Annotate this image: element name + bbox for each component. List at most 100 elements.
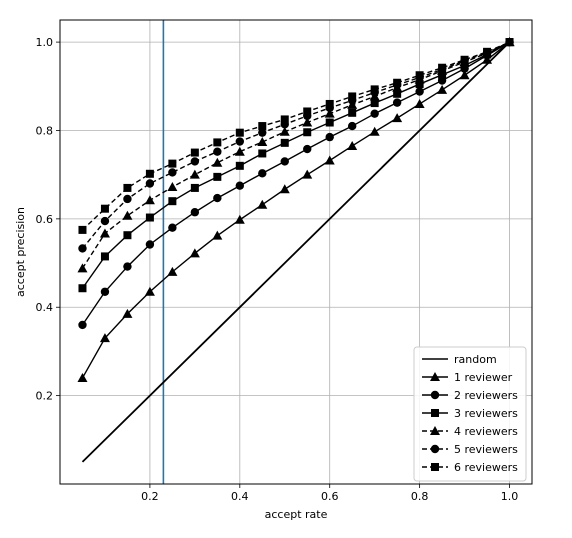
data-point bbox=[257, 199, 268, 209]
data-point bbox=[145, 179, 155, 188]
data-point bbox=[144, 286, 155, 296]
data-point bbox=[370, 99, 379, 108]
data-point bbox=[235, 128, 244, 137]
data-point bbox=[78, 284, 87, 293]
data-point bbox=[213, 172, 222, 181]
data-point bbox=[459, 70, 470, 80]
data-point bbox=[212, 157, 223, 167]
data-point bbox=[123, 194, 132, 204]
data-point bbox=[505, 38, 514, 47]
legend-marker bbox=[430, 390, 440, 400]
data-point bbox=[123, 262, 132, 271]
data-point bbox=[145, 213, 154, 222]
data-point bbox=[123, 183, 132, 192]
data-point bbox=[280, 138, 289, 147]
legend-marker bbox=[430, 426, 440, 435]
data-point bbox=[167, 182, 178, 192]
data-point bbox=[325, 99, 334, 108]
data-point bbox=[213, 193, 222, 203]
data-point bbox=[167, 266, 178, 276]
data-point bbox=[258, 128, 267, 137]
series-layer bbox=[77, 37, 515, 463]
data-point bbox=[235, 161, 244, 170]
data-point bbox=[280, 157, 289, 166]
data-point bbox=[189, 248, 200, 258]
data-point bbox=[190, 148, 199, 157]
y-tick-label: 0.4 bbox=[36, 301, 54, 314]
data-point bbox=[190, 208, 200, 217]
data-point bbox=[324, 155, 335, 165]
x-tick-label: 0.6 bbox=[321, 490, 339, 503]
data-point bbox=[100, 204, 109, 213]
legend-marker bbox=[431, 409, 439, 417]
data-point bbox=[415, 71, 424, 80]
data-point bbox=[392, 113, 403, 123]
data-point bbox=[302, 169, 313, 179]
data-point bbox=[99, 333, 110, 343]
x-tick-label: 0.8 bbox=[411, 490, 429, 503]
data-point bbox=[415, 87, 424, 96]
data-point bbox=[392, 98, 402, 107]
data-point bbox=[415, 80, 424, 89]
data-point bbox=[190, 157, 200, 166]
data-point bbox=[100, 252, 109, 261]
data-point bbox=[99, 228, 110, 238]
data-point bbox=[213, 138, 222, 147]
x-axis-label: accept rate bbox=[265, 508, 328, 521]
data-point bbox=[122, 210, 133, 220]
y-tick-label: 1.0 bbox=[36, 36, 54, 49]
legend-label: 2 reviewers bbox=[454, 389, 518, 402]
x-tick-label: 0.2 bbox=[141, 490, 159, 503]
data-point bbox=[303, 107, 312, 116]
data-point bbox=[325, 118, 334, 127]
data-point bbox=[347, 140, 358, 150]
series-line bbox=[81, 41, 511, 463]
data-point bbox=[460, 55, 469, 64]
data-point bbox=[212, 230, 223, 240]
data-point bbox=[100, 216, 110, 226]
series-1 bbox=[77, 37, 515, 382]
legend-label: 1 reviewer bbox=[454, 371, 513, 384]
data-point bbox=[213, 147, 222, 156]
data-point bbox=[279, 184, 290, 194]
y-axis-label: accept precision bbox=[14, 207, 27, 297]
series-5 bbox=[78, 37, 514, 253]
data-point bbox=[168, 168, 177, 177]
data-point bbox=[258, 169, 267, 178]
grid bbox=[60, 20, 532, 484]
y-tick-label: 0.2 bbox=[36, 390, 54, 403]
data-point bbox=[393, 89, 402, 98]
data-point bbox=[168, 223, 177, 232]
data-point bbox=[144, 195, 155, 205]
legend-label: 6 reviewers bbox=[454, 461, 518, 474]
series-6 bbox=[78, 38, 514, 234]
y-tick-label: 0.6 bbox=[36, 213, 54, 226]
data-point bbox=[279, 126, 290, 136]
data-point bbox=[235, 181, 245, 190]
y-tick-label: 0.8 bbox=[36, 124, 54, 137]
data-point bbox=[483, 47, 492, 56]
data-point bbox=[145, 169, 154, 178]
data-point bbox=[325, 132, 334, 142]
data-point bbox=[235, 137, 245, 146]
data-point bbox=[280, 115, 289, 124]
series-0 bbox=[81, 41, 511, 463]
data-point bbox=[234, 214, 245, 224]
data-point bbox=[189, 169, 200, 179]
data-point bbox=[145, 240, 155, 249]
legend-label: random bbox=[454, 353, 497, 366]
legend-label: 4 reviewers bbox=[454, 425, 518, 438]
data-point bbox=[123, 231, 132, 240]
series-line bbox=[81, 41, 510, 269]
data-point bbox=[370, 85, 379, 94]
data-point bbox=[78, 244, 87, 253]
series-3 bbox=[78, 38, 514, 293]
data-point bbox=[122, 308, 133, 318]
legend-marker bbox=[430, 444, 440, 454]
data-point bbox=[78, 225, 87, 234]
data-point bbox=[438, 63, 447, 72]
legend-label: 5 reviewers bbox=[454, 443, 518, 456]
data-point bbox=[100, 287, 110, 296]
data-point bbox=[393, 78, 402, 87]
